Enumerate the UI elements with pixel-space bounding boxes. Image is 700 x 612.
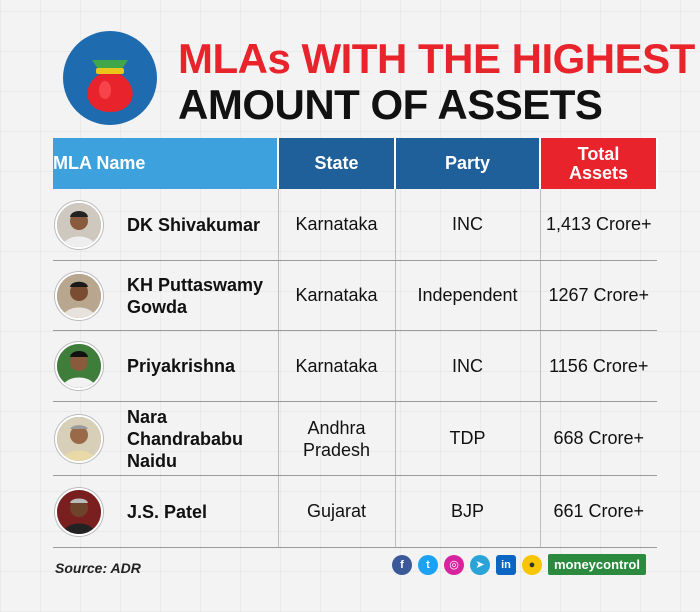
telegram-icon[interactable]: ➤ (470, 554, 490, 575)
assets-cell: 1267 Crore+ (540, 260, 657, 331)
party-cell: BJP (395, 475, 541, 548)
state-cell: Andhra Pradesh (278, 401, 396, 476)
mla-name-cell: KH Puttaswamy Gowda (53, 260, 279, 331)
avatar (55, 200, 103, 249)
table-row: J.S. Patel Gujarat BJP 661 Crore+ (53, 475, 657, 548)
state-cell: Karnataka (278, 189, 396, 261)
money-bag-icon (62, 30, 158, 126)
state-cell: Karnataka (278, 330, 396, 402)
state-cell: Karnataka (278, 260, 396, 331)
mla-name-cell: J.S. Patel (53, 475, 279, 548)
column-header-party: Party (395, 138, 541, 189)
table-row: DK Shivakumar Karnataka INC 1,413 Crore+ (53, 189, 657, 261)
column-header-total-assets: Total Assets (540, 138, 658, 189)
mla-name: Priyakrishna (127, 356, 236, 376)
avatar (55, 487, 103, 536)
twitter-icon[interactable]: t (418, 554, 438, 575)
koo-icon[interactable]: ● (522, 554, 542, 575)
avatar (55, 414, 103, 463)
assets-cell: 1,413 Crore+ (540, 189, 657, 261)
party-cell: INC (395, 330, 541, 402)
assets-cell: 668 Crore+ (540, 401, 657, 476)
column-header-mla-name: MLA Name (53, 138, 279, 189)
table-header-row: MLA Name State Party Total Assets (53, 138, 658, 189)
instagram-icon[interactable]: ◎ (444, 554, 464, 575)
facebook-icon[interactable]: f (392, 554, 412, 575)
mla-name: Nara Chandrababu Naidu (127, 406, 244, 471)
table-row: Priyakrishna Karnataka INC 1156 Crore+ (53, 330, 657, 402)
table-row: Nara Chandrababu Naidu Andhra Pradesh TD… (53, 401, 657, 476)
party-cell: Independent (395, 260, 541, 331)
avatar (55, 342, 103, 390)
assets-cell: 1156 Crore+ (540, 330, 657, 402)
mla-name-cell: Priyakrishna (53, 330, 279, 402)
avatar (55, 271, 103, 320)
column-header-state: State (278, 138, 396, 189)
party-cell: TDP (395, 401, 541, 476)
mla-name: J.S. Patel (127, 501, 208, 522)
mla-name: KH Puttaswamy Gowda (127, 274, 264, 317)
assets-cell: 661 Crore+ (540, 475, 657, 548)
mla-name-cell: Nara Chandrababu Naidu (53, 401, 279, 476)
total-assets-header-label: Total Assets (568, 143, 629, 183)
title-line-1: MLAs WITH THE HIGHEST (178, 35, 695, 82)
mla-name-cell: DK Shivakumar (53, 189, 279, 261)
table-row: KH Puttaswamy Gowda Karnataka Independen… (53, 260, 657, 331)
state-text: Andhra Pradesh (302, 417, 371, 460)
source-note: Source: ADR (55, 560, 141, 576)
state-cell: Gujarat (278, 475, 396, 548)
brand-logo[interactable]: moneycontrol (548, 554, 646, 575)
social-links: f t ◎ ➤ in ● moneycontrol (392, 554, 646, 575)
title-line-2: AMOUNT OF ASSETS (178, 81, 603, 128)
party-cell: INC (395, 189, 541, 261)
page-title: MLAs WITH THE HIGHEST AMOUNT OF ASSETS (178, 38, 695, 126)
mla-name: DK Shivakumar (127, 214, 261, 235)
assets-table: MLA Name State Party Total Assets DK Shi… (53, 138, 658, 548)
linkedin-icon[interactable]: in (496, 554, 516, 575)
